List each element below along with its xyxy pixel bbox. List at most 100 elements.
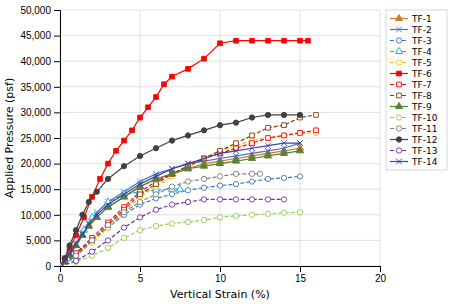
series-point bbox=[233, 197, 238, 202]
legend-frame bbox=[386, 10, 447, 170]
series-point bbox=[265, 197, 270, 202]
series-point bbox=[73, 253, 78, 258]
x-tick-label: 0 bbox=[58, 273, 64, 284]
y-tick-mark bbox=[54, 10, 60, 11]
grid-line-y bbox=[60, 35, 380, 36]
series-point bbox=[79, 231, 86, 237]
legend-swatch-marker bbox=[395, 47, 402, 53]
series-line bbox=[60, 189, 180, 266]
legend-item: TF-9 bbox=[390, 102, 432, 112]
series-point bbox=[217, 215, 222, 220]
series-point bbox=[306, 38, 311, 43]
series-point bbox=[201, 197, 206, 202]
series-point bbox=[62, 259, 68, 265]
series-point bbox=[105, 245, 110, 250]
series-point bbox=[86, 199, 91, 204]
series-point bbox=[201, 128, 206, 133]
series-point bbox=[94, 189, 99, 194]
series-point bbox=[296, 147, 303, 153]
series-point bbox=[72, 241, 79, 247]
series-point bbox=[297, 112, 302, 117]
series-point bbox=[153, 207, 158, 212]
series-point bbox=[201, 185, 206, 190]
series-point bbox=[250, 133, 255, 138]
chart: 0510152005,00010,00015,00020,00025,00030… bbox=[0, 0, 450, 304]
series-point bbox=[73, 228, 78, 233]
series-point bbox=[280, 149, 287, 155]
y-tick-label: 25,000 bbox=[20, 133, 51, 144]
legend-swatch-marker bbox=[396, 148, 401, 153]
series-point bbox=[297, 140, 303, 146]
series-point bbox=[233, 171, 238, 176]
series-point bbox=[169, 221, 174, 226]
series-point bbox=[153, 192, 158, 197]
series-point bbox=[233, 148, 239, 154]
legend-swatch-marker bbox=[395, 102, 402, 108]
y-tick-label: 50,000 bbox=[20, 5, 51, 16]
series-point bbox=[314, 113, 319, 118]
grid-line-y bbox=[60, 112, 380, 113]
series-point bbox=[72, 241, 79, 247]
series-line bbox=[60, 143, 300, 266]
series-point bbox=[176, 185, 183, 191]
series-point bbox=[73, 253, 78, 258]
legend: TF-1TF-2TF-3TF-4TF-5TF-6TF-7TF-8TF-9TF-1… bbox=[386, 10, 447, 170]
series-point bbox=[249, 171, 254, 176]
y-axis: 05,00010,00015,00020,00025,00030,00035,0… bbox=[20, 5, 60, 272]
series-point bbox=[89, 238, 94, 243]
series bbox=[60, 140, 303, 266]
legend-item: TF-11 bbox=[390, 124, 437, 134]
legend-item: TF-8 bbox=[390, 91, 432, 101]
y-tick-mark bbox=[54, 266, 60, 267]
series-point bbox=[185, 133, 190, 138]
series-point bbox=[298, 131, 303, 136]
series-line bbox=[60, 115, 300, 266]
series-point bbox=[297, 210, 302, 215]
x-tick-mark bbox=[140, 266, 141, 272]
series-point bbox=[281, 133, 286, 138]
series-point bbox=[281, 197, 286, 202]
series-line bbox=[60, 199, 284, 266]
series-point bbox=[98, 177, 103, 182]
series-point bbox=[72, 241, 79, 247]
series-line bbox=[60, 174, 260, 266]
series-point bbox=[89, 238, 94, 243]
x-tick-mark bbox=[300, 266, 301, 272]
legend-item: TF-6 bbox=[390, 69, 432, 79]
y-tick: 15,000 bbox=[20, 184, 60, 195]
series-point bbox=[234, 141, 239, 146]
series-point bbox=[154, 182, 159, 187]
series-point bbox=[80, 212, 85, 217]
legend-swatch-marker bbox=[395, 14, 402, 20]
series-point bbox=[249, 212, 254, 217]
series bbox=[60, 210, 303, 266]
series-point bbox=[264, 152, 271, 158]
legend-swatch-marker bbox=[396, 159, 402, 165]
series-point bbox=[200, 162, 207, 168]
series-point bbox=[137, 153, 142, 158]
grid-line-y bbox=[60, 138, 380, 139]
y-tick: 40,000 bbox=[20, 56, 60, 67]
series-point bbox=[106, 223, 111, 228]
x-tick-label: 5 bbox=[138, 273, 144, 284]
legend-label: TF-5 bbox=[411, 58, 432, 68]
legend-label: TF-6 bbox=[411, 69, 432, 79]
series-line bbox=[60, 133, 316, 266]
y-tick: 35,000 bbox=[20, 82, 60, 93]
y-tick-mark bbox=[54, 87, 60, 88]
series-point bbox=[114, 148, 119, 153]
x-tick: 10 bbox=[215, 266, 227, 284]
series-point bbox=[249, 197, 254, 202]
series-group bbox=[60, 38, 319, 266]
series-point bbox=[281, 175, 286, 180]
series-point bbox=[170, 74, 175, 79]
legend-label: TF-4 bbox=[411, 47, 432, 57]
series-point bbox=[216, 159, 223, 165]
y-tick: 10,000 bbox=[20, 210, 60, 221]
series-point bbox=[298, 38, 303, 43]
series-point bbox=[217, 151, 223, 157]
series bbox=[60, 130, 319, 266]
x-axis: 05101520 bbox=[58, 266, 387, 284]
series-point bbox=[121, 192, 127, 198]
y-tick: 25,000 bbox=[20, 133, 60, 144]
